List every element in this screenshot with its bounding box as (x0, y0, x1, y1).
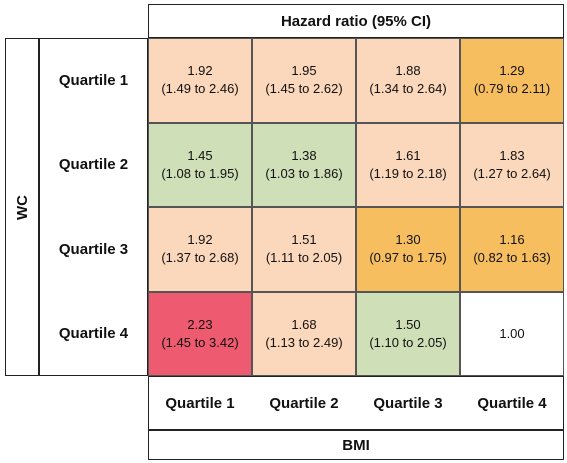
heatmap-cell: 1.50 (1.10 to 2.05) (356, 291, 460, 376)
heatmap-cell: 2.23 (1.45 to 3.42) (148, 291, 252, 376)
column-label: Quartile 2 (269, 394, 339, 412)
heatmap-cell: 1.29 (0.79 to 2.11) (460, 38, 564, 123)
heatmap-cell: 1.68 (1.13 to 2.49) (252, 291, 356, 376)
hazard-ratio-value: 1.51 (291, 232, 317, 248)
hazard-ratio-value: 1.61 (395, 147, 421, 163)
column-label: Quartile 1 (165, 394, 235, 412)
hazard-ratio-value: 1.92 (187, 232, 213, 248)
hazard-ratio-value: 1.92 (187, 63, 213, 79)
heatmap-cell: 1.30 (0.97 to 1.75) (356, 207, 460, 292)
x-axis-label: BMI (342, 436, 370, 454)
confidence-interval: (1.19 to 2.18) (369, 165, 447, 181)
chart-title-text: Hazard ratio (95% CI) (280, 12, 432, 30)
confidence-interval: (1.45 to 3.42) (161, 334, 239, 350)
hazard-ratio-value: 2.23 (187, 316, 213, 332)
hazard-ratio-value: 1.29 (499, 63, 525, 79)
confidence-interval: (0.79 to 2.11) (473, 81, 551, 97)
heatmap-cell: 1.16 (0.82 to 1.63) (460, 207, 564, 292)
confidence-interval: (1.49 to 2.46) (161, 81, 239, 97)
hazard-ratio-value: 1.83 (499, 147, 525, 163)
heatmap-cell: 1.00 (460, 291, 564, 376)
confidence-interval: (1.27 to 2.64) (473, 165, 551, 181)
confidence-interval: (1.11 to 2.05) (265, 250, 343, 266)
confidence-interval: (1.13 to 2.49) (265, 334, 343, 350)
x-axis-label-box: BMI (148, 430, 564, 460)
row-label: Quartile 4 (58, 325, 129, 343)
hazard-ratio-value: 1.68 (291, 316, 317, 332)
hazard-ratio-value: 1.38 (291, 147, 317, 163)
column-label: Quartile 3 (373, 394, 443, 412)
hazard-ratio-value: 1.00 (499, 325, 525, 341)
row-label: Quartile 2 (58, 156, 129, 174)
y-axis-label-box: WC (5, 38, 39, 376)
heatmap-cell: 1.95 (1.45 to 2.62) (252, 38, 356, 123)
heatmap-cell: 1.83 (1.27 to 2.64) (460, 122, 564, 207)
hazard-ratio-value: 1.88 (395, 63, 421, 79)
heatmap-cell: 1.45 (1.08 to 1.95) (148, 122, 252, 207)
confidence-interval: (1.08 to 1.95) (161, 165, 239, 181)
confidence-interval: (1.37 to 2.68) (161, 250, 239, 266)
row-label: Quartile 1 (58, 71, 129, 89)
y-axis-label: WC (13, 194, 31, 220)
column-label: Quartile 4 (477, 394, 547, 412)
heatmap-cell: 1.92 (1.49 to 2.46) (148, 38, 252, 123)
hazard-ratio-value: 1.95 (291, 63, 317, 79)
chart-title: Hazard ratio (95% CI) (148, 4, 564, 38)
hazard-ratio-value: 1.50 (395, 316, 421, 332)
heatmap-cell: 1.61 (1.19 to 2.18) (356, 122, 460, 207)
hazard-ratio-value: 1.30 (395, 232, 421, 248)
confidence-interval: (1.34 to 2.64) (369, 81, 447, 97)
row-label: Quartile 3 (58, 240, 129, 258)
column-labels (148, 376, 564, 430)
confidence-interval: (1.03 to 1.86) (265, 165, 343, 181)
heatmap-cell: 1.38 (1.03 to 1.86) (252, 122, 356, 207)
heatmap-cell: 1.92 (1.37 to 2.68) (148, 207, 252, 292)
confidence-interval: (0.97 to 1.75) (369, 250, 447, 266)
heatmap-cell: 1.51 (1.11 to 2.05) (252, 207, 356, 292)
confidence-interval: (1.45 to 2.62) (265, 81, 343, 97)
confidence-interval: (0.82 to 1.63) (473, 250, 551, 266)
hazard-ratio-value: 1.45 (187, 147, 213, 163)
confidence-interval: (1.10 to 2.05) (369, 334, 447, 350)
heatmap-cell: 1.88 (1.34 to 2.64) (356, 38, 460, 123)
row-labels (39, 38, 148, 376)
hazard-ratio-value: 1.16 (499, 232, 525, 248)
